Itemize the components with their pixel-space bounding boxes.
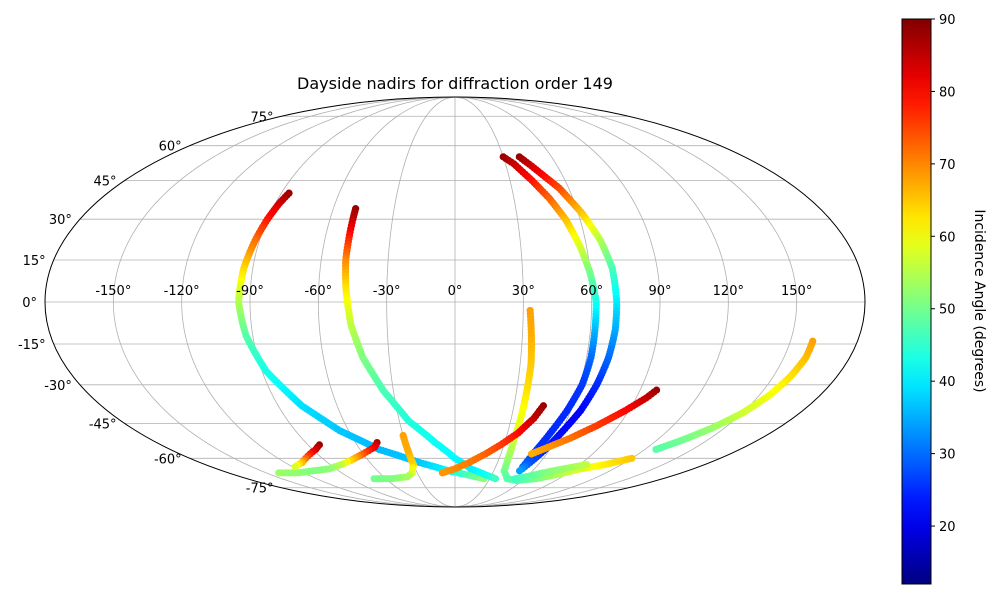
y-tick-label: 30° bbox=[49, 213, 72, 228]
longitude-tick-labels: -150° -120° -90° -60° -30° 0° 30° 60° 90° 120° 150… bbox=[95, 284, 812, 299]
data-points bbox=[235, 153, 817, 485]
track-12 bbox=[511, 461, 591, 483]
x-tick-label: -30° bbox=[373, 284, 401, 299]
y-tick-label: -15° bbox=[18, 338, 46, 353]
data-point bbox=[491, 475, 500, 483]
meridian--150° bbox=[112, 97, 456, 507]
track-11 bbox=[652, 337, 817, 454]
colorbar-tick-label: 30 bbox=[939, 448, 956, 463]
track-3 bbox=[275, 438, 381, 477]
colorbar-gradient bbox=[901, 18, 932, 585]
colorbar-tick-label: 40 bbox=[939, 375, 956, 390]
x-tick-label: 60° bbox=[580, 284, 603, 299]
colorbar: 20 30 40 50 60 70 80 90 Incidence Angle (degree… bbox=[901, 13, 987, 585]
y-tick-label: -75° bbox=[246, 482, 274, 497]
track-10 bbox=[527, 386, 661, 458]
x-tick-label: -90° bbox=[236, 284, 264, 299]
y-tick-label: -30° bbox=[44, 379, 72, 394]
x-tick-label: -150° bbox=[95, 284, 131, 299]
track-5 bbox=[370, 431, 418, 483]
y-tick-label: -60° bbox=[154, 452, 182, 467]
track-4 bbox=[291, 441, 324, 471]
graticule bbox=[45, 97, 865, 507]
data-point bbox=[291, 463, 299, 471]
y-tick-label: 75° bbox=[250, 110, 273, 125]
x-tick-label: 150° bbox=[781, 284, 812, 299]
x-tick-label: 0° bbox=[448, 284, 463, 299]
data-point bbox=[652, 445, 660, 454]
colorbar-label: Incidence Angle (degrees) bbox=[971, 209, 987, 392]
colorbar-tick-label: 60 bbox=[939, 230, 956, 245]
meridian-30° bbox=[454, 97, 524, 507]
data-point bbox=[511, 475, 519, 483]
y-tick-label: 60° bbox=[159, 140, 182, 155]
data-point bbox=[628, 454, 636, 462]
track-2 bbox=[341, 205, 500, 483]
track-6 bbox=[499, 153, 600, 471]
x-tick-label: 90° bbox=[648, 284, 671, 299]
x-tick-label: 120° bbox=[713, 284, 744, 299]
meridian--60° bbox=[317, 97, 456, 507]
meridian-150° bbox=[454, 97, 798, 507]
colorbar-tick-label: 90 bbox=[939, 13, 956, 28]
track-1 bbox=[235, 189, 488, 483]
track-9 bbox=[438, 402, 548, 477]
meridian--90° bbox=[249, 97, 456, 507]
data-point bbox=[370, 475, 378, 483]
x-tick-label: -120° bbox=[164, 284, 200, 299]
colorbar-tick-label: 70 bbox=[939, 158, 956, 173]
y-tick-label: -45° bbox=[89, 417, 117, 432]
map-boundary bbox=[44, 96, 866, 508]
colorbar-tick-label: 50 bbox=[939, 303, 956, 318]
x-tick-label: -60° bbox=[304, 284, 332, 299]
x-tick-label: 30° bbox=[512, 284, 535, 299]
meridian-90° bbox=[454, 97, 661, 507]
y-tick-label: 15° bbox=[23, 254, 46, 269]
data-point bbox=[438, 469, 447, 477]
data-point bbox=[515, 467, 524, 475]
colorbar-ticks: 20 30 40 50 60 70 80 90 bbox=[931, 13, 956, 535]
colorbar-tick-label: 80 bbox=[939, 85, 956, 100]
latitude-tick-labels: 75° 60° 45° 30° 15° 0° -15° -30° -45° -60° -75° bbox=[18, 110, 274, 496]
data-point bbox=[275, 469, 283, 477]
data-point bbox=[527, 450, 536, 458]
chart-title: Dayside nadirs for diffraction order 149 bbox=[297, 74, 613, 93]
colorbar-tick-label: 20 bbox=[939, 520, 956, 535]
meridian--120° bbox=[181, 97, 456, 507]
meridian-60° bbox=[454, 97, 593, 507]
y-tick-label: 45° bbox=[94, 175, 117, 190]
y-tick-label: 0° bbox=[22, 296, 37, 311]
